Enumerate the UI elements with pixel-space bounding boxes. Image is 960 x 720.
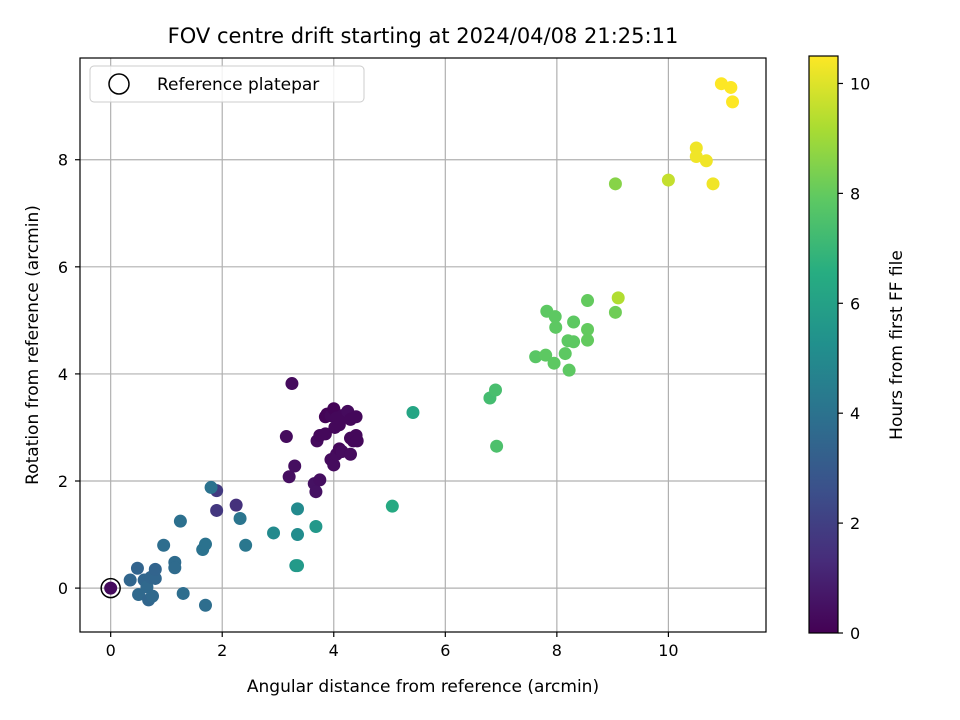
legend: Reference platepar — [89, 65, 365, 103]
x-tick-label: 8 — [552, 641, 562, 660]
data-point — [104, 581, 118, 595]
data-point — [385, 499, 399, 513]
data-point — [198, 598, 212, 612]
data-point — [130, 561, 144, 575]
data-point — [539, 348, 553, 362]
data-point — [132, 588, 146, 602]
data-point — [309, 520, 323, 534]
data-point — [726, 95, 740, 109]
colorbar-tick-label: 0 — [850, 624, 860, 643]
colorbar-tick-label: 2 — [850, 514, 860, 533]
data-point — [549, 320, 563, 334]
data-point — [490, 439, 504, 453]
data-point — [233, 511, 247, 525]
data-point — [239, 538, 253, 552]
data-point — [547, 356, 561, 370]
data-point — [285, 377, 299, 391]
data-point — [198, 537, 212, 551]
y-tick-label: 4 — [58, 365, 68, 384]
data-point — [204, 480, 218, 494]
data-point — [608, 305, 622, 319]
data-point — [349, 410, 363, 424]
plot-frame — [79, 57, 767, 633]
legend-box — [89, 65, 365, 103]
data-point — [229, 498, 243, 512]
data-point — [581, 294, 595, 308]
data-point — [282, 470, 296, 484]
data-point — [210, 503, 224, 517]
y-tick-label: 6 — [58, 258, 68, 277]
data-point — [267, 526, 281, 540]
colorbar-tick-label: 4 — [850, 404, 860, 423]
data-point — [699, 154, 713, 168]
colorbar-tick-label: 8 — [850, 184, 860, 203]
data-point — [291, 502, 305, 516]
data-point — [291, 528, 305, 542]
plot-area: 0 2 4 6 8 10 0 2 4 6 8 — [58, 57, 767, 660]
data-point — [123, 573, 137, 587]
colorbar: 0 2 4 6 8 10 — [808, 55, 870, 643]
x-tick-label: 0 — [106, 641, 116, 660]
y-tick-label: 8 — [58, 151, 68, 170]
colorbar-gradient — [809, 56, 838, 633]
data-point — [567, 335, 581, 349]
data-point — [489, 383, 503, 397]
x-tick-label: 4 — [329, 641, 339, 660]
data-point — [157, 538, 171, 552]
x-tick-label: 10 — [658, 641, 678, 660]
grid — [80, 58, 766, 632]
colorbar-tick-label: 6 — [850, 294, 860, 313]
legend-label: Reference platepar — [157, 75, 319, 95]
data-point — [567, 315, 581, 329]
data-point — [148, 571, 162, 585]
colorbar-tick-label: 10 — [850, 74, 870, 93]
data-point — [318, 427, 332, 441]
data-point — [350, 434, 364, 448]
data-point — [288, 459, 302, 473]
y-axis-label: Rotation from reference (arcmin) — [23, 205, 43, 485]
reference-platepar-marker — [100, 577, 121, 599]
data-point — [661, 173, 675, 187]
data-point — [581, 333, 595, 347]
data-point — [724, 80, 738, 94]
data-point — [327, 458, 341, 472]
data-point — [343, 447, 357, 461]
data-points — [100, 77, 740, 612]
x-tick-label: 2 — [217, 641, 227, 660]
data-point — [558, 347, 572, 361]
legend-reference-marker — [108, 73, 130, 95]
chart-title: FOV centre drift starting at 2024/04/08 … — [168, 24, 679, 48]
data-point — [562, 363, 576, 377]
data-point — [706, 177, 720, 191]
data-point — [548, 310, 562, 324]
data-point — [581, 322, 595, 336]
data-point — [608, 177, 622, 191]
data-point — [611, 291, 625, 305]
data-point — [406, 405, 420, 419]
data-point — [689, 150, 703, 164]
x-axis-label: Angular distance from reference (arcmin) — [247, 677, 599, 697]
data-point — [176, 586, 190, 600]
data-point — [309, 485, 323, 499]
x-tick-label: 6 — [440, 641, 450, 660]
data-point — [291, 559, 305, 573]
data-point — [146, 589, 160, 603]
data-point — [173, 514, 187, 528]
data-point — [148, 562, 162, 576]
axis-ticks: 0 2 4 6 8 10 0 2 4 6 8 — [58, 151, 679, 660]
data-point — [279, 430, 293, 444]
data-point — [168, 561, 182, 575]
y-tick-label: 2 — [58, 472, 68, 491]
data-point — [529, 350, 543, 364]
y-tick-label: 0 — [58, 579, 68, 598]
data-point — [313, 473, 327, 487]
colorbar-ticks: 0 2 4 6 8 10 — [838, 74, 870, 643]
colorbar-frame — [808, 55, 839, 634]
colorbar-label: Hours from first FF file — [887, 250, 907, 440]
